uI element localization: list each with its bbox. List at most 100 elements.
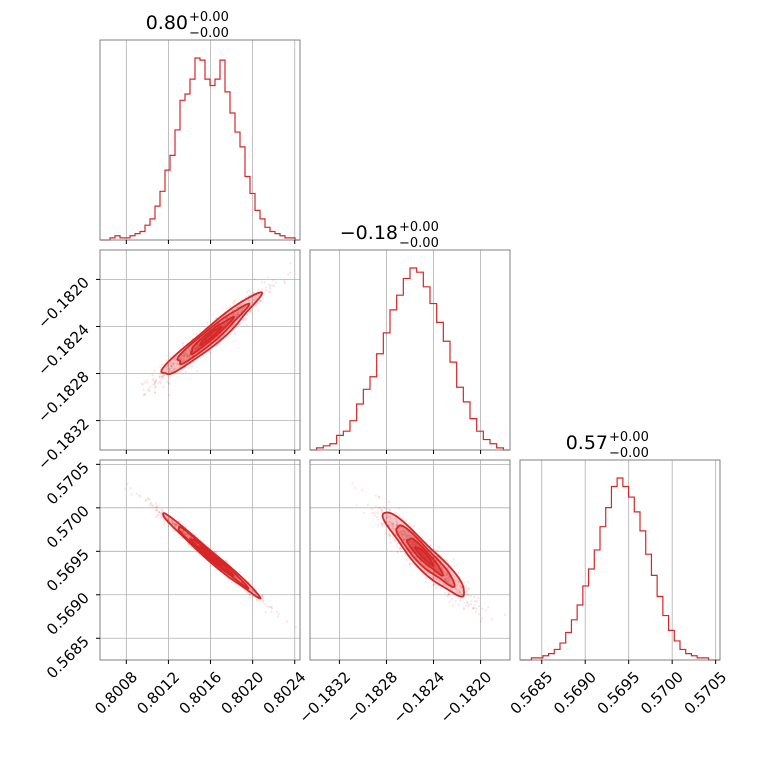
sample-point bbox=[184, 525, 187, 528]
sample-point bbox=[170, 519, 173, 522]
sample-point bbox=[433, 571, 436, 574]
sample-point bbox=[437, 561, 440, 564]
sample-point bbox=[384, 532, 387, 535]
sample-point bbox=[206, 321, 209, 324]
sample-point bbox=[398, 531, 401, 534]
histogram-frame bbox=[99, 39, 301, 241]
sample-point bbox=[264, 602, 267, 606]
sample-point bbox=[465, 604, 468, 607]
sample-point bbox=[243, 320, 246, 323]
sample-point bbox=[446, 595, 449, 598]
sample-point bbox=[409, 549, 412, 552]
sample-point bbox=[402, 530, 405, 533]
sample-point bbox=[405, 535, 408, 538]
sample-point bbox=[445, 572, 448, 575]
sample-point bbox=[459, 584, 462, 587]
sample-point bbox=[178, 520, 182, 523]
histogram-panel-3 bbox=[520, 460, 720, 661]
sample-point bbox=[184, 370, 187, 373]
sample-point bbox=[438, 545, 441, 548]
histogram-frame bbox=[519, 459, 721, 661]
sample-point bbox=[139, 495, 142, 498]
sample-point bbox=[443, 578, 446, 581]
sample-point bbox=[246, 313, 250, 316]
sample-point bbox=[175, 523, 178, 526]
sample-point bbox=[209, 351, 212, 354]
sample-point bbox=[446, 577, 449, 580]
sample-point bbox=[160, 517, 163, 520]
sample-point bbox=[223, 323, 226, 326]
sample-point bbox=[174, 358, 177, 361]
sample-point bbox=[259, 299, 262, 303]
sample-point bbox=[239, 304, 242, 307]
sample-point bbox=[396, 551, 399, 554]
sample-point bbox=[165, 365, 168, 368]
sample-point bbox=[433, 566, 436, 569]
sample-point bbox=[170, 370, 173, 373]
sample-point bbox=[196, 345, 199, 348]
sample-point bbox=[414, 543, 417, 546]
sample-point bbox=[424, 576, 427, 579]
sample-point bbox=[383, 507, 387, 510]
sample-point bbox=[152, 383, 155, 386]
sample-point bbox=[236, 577, 239, 580]
sample-point bbox=[273, 284, 276, 287]
sample-point bbox=[355, 504, 358, 507]
sample-point bbox=[101, 418, 105, 421]
sample-point bbox=[223, 323, 226, 326]
sample-point bbox=[272, 279, 275, 282]
sample-point bbox=[145, 379, 148, 382]
sample-point bbox=[237, 311, 240, 314]
sample-point bbox=[249, 580, 252, 583]
sample-point bbox=[168, 376, 171, 379]
sample-point bbox=[155, 515, 158, 519]
sample-point bbox=[289, 262, 292, 265]
sample-point bbox=[414, 543, 417, 547]
sample-point bbox=[434, 564, 437, 567]
sample-point bbox=[157, 510, 160, 514]
sample-point bbox=[153, 382, 156, 385]
sample-point bbox=[404, 537, 407, 540]
sample-point bbox=[405, 532, 408, 535]
sample-point bbox=[376, 518, 379, 521]
sample-point bbox=[423, 564, 426, 567]
density-contour bbox=[413, 546, 435, 567]
sample-point bbox=[354, 486, 357, 489]
sample-point bbox=[405, 535, 408, 539]
sample-point bbox=[231, 314, 234, 317]
x-tick-label: 0.5700 bbox=[637, 668, 687, 718]
sample-point bbox=[175, 524, 178, 527]
histogram-panel-1 bbox=[100, 40, 300, 241]
density-contour bbox=[199, 326, 223, 347]
sample-point bbox=[445, 573, 448, 577]
sample-point bbox=[446, 581, 449, 584]
sample-point bbox=[154, 381, 157, 384]
sample-point bbox=[257, 309, 260, 312]
sample-point bbox=[166, 365, 169, 368]
sample-point bbox=[473, 600, 477, 603]
sample-point bbox=[448, 576, 451, 580]
sample-point bbox=[389, 524, 392, 527]
sample-point bbox=[150, 501, 153, 504]
sample-point bbox=[411, 526, 414, 529]
sample-point bbox=[198, 330, 202, 333]
sample-point bbox=[450, 597, 454, 601]
sample-point bbox=[234, 583, 237, 586]
sample-point bbox=[155, 509, 158, 512]
sample-point bbox=[180, 368, 184, 371]
sample-point bbox=[454, 580, 457, 583]
sample-point bbox=[377, 524, 380, 527]
sample-point bbox=[446, 586, 449, 589]
sample-point bbox=[268, 285, 271, 288]
sample-point bbox=[154, 391, 157, 394]
sample-point bbox=[235, 306, 238, 309]
sample-point bbox=[412, 543, 415, 546]
sample-point bbox=[176, 524, 179, 527]
sample-point bbox=[444, 591, 447, 594]
sample-point bbox=[371, 511, 374, 514]
sample-point bbox=[388, 516, 391, 519]
sample-point bbox=[411, 541, 414, 544]
sample-point bbox=[361, 488, 364, 491]
sample-point bbox=[398, 547, 402, 550]
sample-point bbox=[149, 504, 152, 507]
